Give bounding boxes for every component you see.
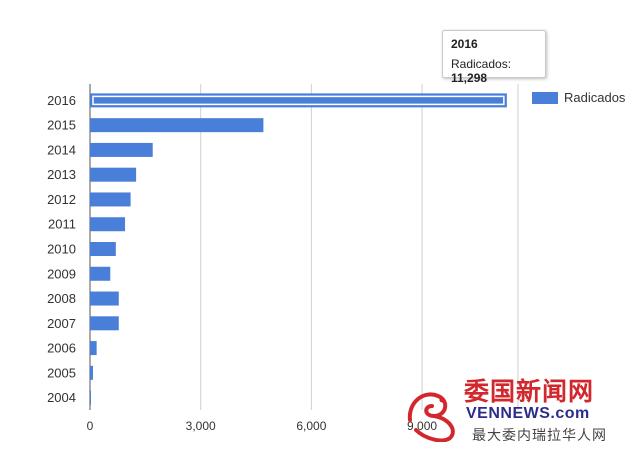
x-axis-labels: 0 3,000 6,000 9,000 xyxy=(87,419,438,433)
tooltip-row: Radicados: 11,298 xyxy=(451,57,537,85)
y-tick-label-2005: 2005 xyxy=(47,365,76,380)
chart-tooltip: 2016 Radicados: 11,298 xyxy=(442,30,546,85)
grid xyxy=(89,84,519,410)
y-tick-label-2013: 2013 xyxy=(47,167,76,182)
legend-swatch-radicados xyxy=(532,92,558,104)
tooltip-title: 2016 xyxy=(451,37,478,51)
tooltip-value: 11,298 xyxy=(451,71,488,85)
bar-2012[interactable] xyxy=(90,192,131,207)
x-tick-label: 3,000 xyxy=(186,419,216,433)
bar-2006[interactable] xyxy=(90,341,97,356)
y-axis-labels: 2016 2015 2014 2013 2012 2011 2010 2009 2008 2007… xyxy=(47,93,76,405)
y-tick-label-2016: 2016 xyxy=(47,93,76,108)
tooltip-label: Radicados: xyxy=(451,57,512,71)
legend-label-radicados: Radicados xyxy=(564,90,626,105)
watermark-english: VENNEWS.com xyxy=(466,405,590,422)
y-tick-label-2010: 2010 xyxy=(47,242,76,257)
y-tick-label-2007: 2007 xyxy=(47,316,76,331)
watermark: 委国新闻网 VENNEWS.com 最大委内瑞拉华人网 xyxy=(402,372,638,446)
bar-2016[interactable] xyxy=(90,93,507,108)
bar-series-radicados xyxy=(90,93,507,405)
bar-2013[interactable] xyxy=(90,167,137,182)
bar-2009[interactable] xyxy=(90,266,111,281)
bar-2007[interactable] xyxy=(90,316,119,331)
x-tick-label: 0 xyxy=(87,419,94,433)
y-tick-label-2015: 2015 xyxy=(47,118,76,133)
y-tick-label-2009: 2009 xyxy=(47,266,76,281)
y-tick-label-2011: 2011 xyxy=(48,217,76,232)
y-tick-label-2004: 2004 xyxy=(47,390,76,405)
y-tick-label-2012: 2012 xyxy=(47,192,76,207)
bar-2005[interactable] xyxy=(90,365,93,380)
bar-highlight-2016 xyxy=(92,95,505,106)
watermark-chinese-title: 委国新闻网 xyxy=(464,378,595,406)
x-tick-label: 6,000 xyxy=(296,419,326,433)
y-tick-label-2006: 2006 xyxy=(47,341,76,356)
y-tick-label-2008: 2008 xyxy=(47,291,76,306)
legend: Radicados xyxy=(532,90,626,105)
watermark-dragon-logo xyxy=(407,392,455,442)
watermark-subtitle: 最大委内瑞拉华人网 xyxy=(472,427,607,443)
bar-2015[interactable] xyxy=(90,118,264,133)
bar-2010[interactable] xyxy=(90,242,116,256)
bar-2011[interactable] xyxy=(90,217,126,232)
bar-2004[interactable] xyxy=(90,390,91,405)
bar-2008[interactable] xyxy=(90,291,119,306)
y-tick-label-2014: 2014 xyxy=(47,142,76,157)
bar-2014[interactable] xyxy=(90,142,153,157)
